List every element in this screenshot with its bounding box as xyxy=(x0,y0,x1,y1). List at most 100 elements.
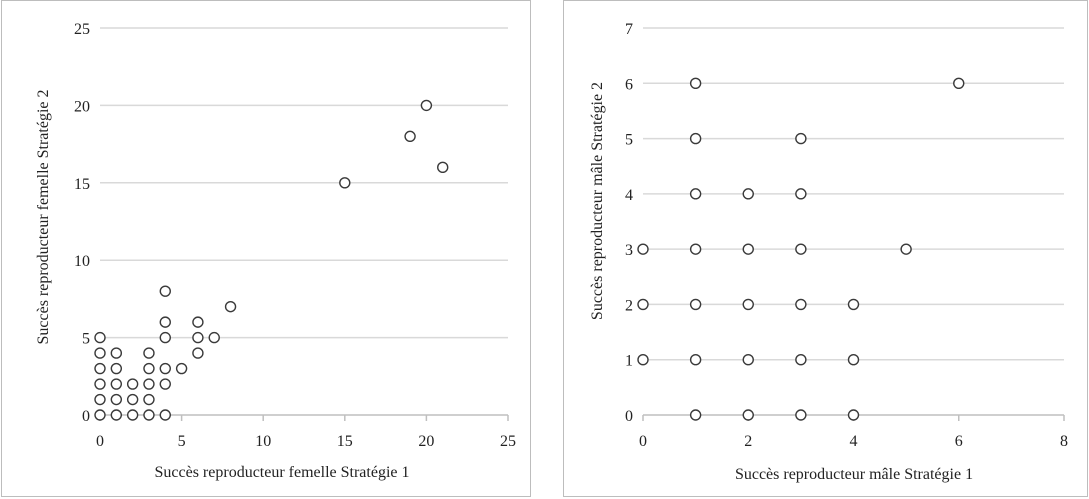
x-tick-label: 25 xyxy=(500,433,516,450)
data-point xyxy=(159,285,171,297)
data-point xyxy=(94,347,106,359)
data-point xyxy=(192,347,204,359)
data-point xyxy=(689,77,702,89)
data-point xyxy=(689,409,702,421)
data-point xyxy=(94,378,106,390)
x-tick-label: 0 xyxy=(639,433,647,450)
data-point xyxy=(339,177,351,189)
data-point xyxy=(175,362,188,375)
y-tick-label: 0 xyxy=(82,408,90,425)
data-point xyxy=(953,77,965,89)
data-point xyxy=(143,362,155,375)
female-scatter-chart: 0 5 10 15 20 25 0 5 10 15 20 25 Succès reproducteu… xyxy=(35,21,516,481)
male-y-ticks: 0 1 2 3 4 5 6 7 xyxy=(625,21,633,425)
data-point xyxy=(110,393,123,406)
data-point xyxy=(742,243,754,255)
x-tick-label: 10 xyxy=(255,433,271,450)
data-point xyxy=(637,298,649,311)
y-tick-label: 6 xyxy=(625,76,633,93)
male-points xyxy=(637,77,965,421)
data-point xyxy=(110,409,123,421)
data-point xyxy=(143,378,155,390)
x-tick-label: 15 xyxy=(337,433,353,450)
x-tick-label: 5 xyxy=(178,433,186,450)
data-point xyxy=(126,409,139,421)
data-point xyxy=(420,99,433,112)
y-tick-label: 0 xyxy=(625,408,633,425)
y-tick-label: 10 xyxy=(74,253,90,270)
data-point xyxy=(847,354,860,366)
data-point xyxy=(143,347,155,359)
data-point xyxy=(795,354,807,366)
y-tick-label: 3 xyxy=(625,242,633,259)
x-tick-label: 4 xyxy=(850,433,858,450)
data-point xyxy=(126,393,139,406)
y-tick-label: 7 xyxy=(625,21,633,38)
data-point xyxy=(143,393,155,406)
data-point xyxy=(437,161,449,174)
x-tick-label: 8 xyxy=(1060,433,1068,450)
y-tick-label: 5 xyxy=(625,132,633,149)
data-point xyxy=(795,409,807,421)
data-point xyxy=(110,347,123,359)
female-grid xyxy=(100,27,508,416)
data-point xyxy=(795,243,807,255)
data-point xyxy=(689,243,702,255)
y-axis-label: Succès reproducteur mâle Stratégie 2 xyxy=(589,82,606,320)
chart-panel-female: 0 5 10 15 20 25 0 5 10 15 20 25 Succès reproducteu… xyxy=(1,0,531,497)
data-point xyxy=(689,354,702,366)
data-point xyxy=(110,362,123,375)
female-y-ticks: 0 5 10 15 20 25 xyxy=(74,21,90,425)
y-tick-label: 1 xyxy=(625,353,633,370)
data-point xyxy=(94,331,106,344)
chart-panel-male: 0 2 4 6 8 0 1 2 3 4 5 6 7 Succès reproducteur mâle … xyxy=(563,0,1088,497)
data-point xyxy=(742,188,754,200)
data-point xyxy=(795,298,807,311)
female-points xyxy=(94,99,449,421)
data-point xyxy=(742,298,754,311)
y-tick-label: 15 xyxy=(74,176,90,193)
data-point xyxy=(192,316,204,328)
data-point xyxy=(159,362,171,375)
data-point xyxy=(742,354,754,366)
data-point xyxy=(126,378,139,390)
data-point xyxy=(637,354,649,366)
data-point xyxy=(224,300,237,313)
x-axis-label: Succès reproducteur femelle Stratégie 1 xyxy=(155,464,410,481)
data-point xyxy=(192,331,204,344)
data-point xyxy=(143,409,155,421)
y-tick-label: 5 xyxy=(82,331,90,348)
data-point xyxy=(159,316,171,328)
data-point xyxy=(208,331,220,344)
female-x-ticks: 0 5 10 15 20 25 xyxy=(96,415,516,450)
data-point xyxy=(159,409,171,421)
data-point xyxy=(94,393,106,406)
data-point xyxy=(94,409,106,421)
x-tick-label: 20 xyxy=(418,433,434,450)
y-tick-label: 20 xyxy=(74,98,90,115)
x-axis-label: Succès reproducteur mâle Stratégie 1 xyxy=(735,466,973,483)
male-scatter-chart: 0 2 4 6 8 0 1 2 3 4 5 6 7 Succès reproducteur mâle … xyxy=(589,21,1068,483)
y-axis-label: Succès reproducteur femelle Stratégie 2 xyxy=(35,90,52,345)
data-point xyxy=(94,362,106,375)
data-point xyxy=(847,298,860,311)
x-tick-label: 6 xyxy=(955,433,963,450)
data-point xyxy=(795,132,807,145)
x-tick-label: 2 xyxy=(744,433,752,450)
x-tick-label: 0 xyxy=(96,433,104,450)
data-point xyxy=(847,409,860,421)
data-point xyxy=(159,331,171,344)
data-point xyxy=(742,409,754,421)
y-tick-label: 2 xyxy=(625,297,633,314)
data-point xyxy=(637,243,649,255)
data-point xyxy=(159,378,171,390)
data-point xyxy=(689,188,702,200)
data-point xyxy=(689,132,702,145)
data-point xyxy=(689,298,702,311)
data-point xyxy=(404,130,416,143)
data-point xyxy=(795,188,807,200)
data-point xyxy=(900,243,912,255)
y-tick-label: 25 xyxy=(74,21,90,38)
data-point xyxy=(110,378,123,390)
y-tick-label: 4 xyxy=(625,187,633,204)
